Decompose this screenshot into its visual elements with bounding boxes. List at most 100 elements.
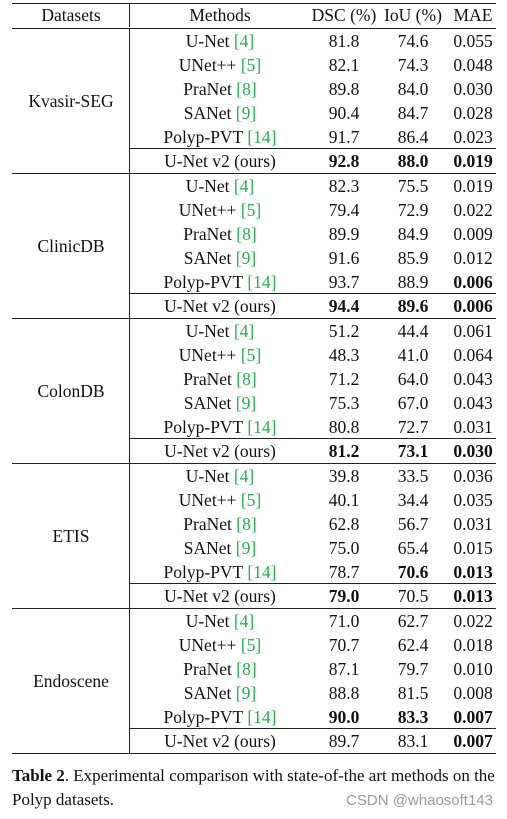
table-row: U-Net v2 (ours) 94.4 89.6 0.006	[12, 294, 496, 318]
citation-link[interactable]: [5]	[236, 55, 262, 75]
citation-number: 9	[241, 103, 251, 123]
citation-link[interactable]: [4]	[229, 176, 255, 196]
citation-link[interactable]: [14]	[242, 417, 277, 437]
method-cell: PraNet [8]	[130, 512, 310, 536]
method-name: PraNet	[183, 79, 232, 99]
citation-number: 9	[241, 393, 251, 413]
method-cell: U-Net [4]	[130, 609, 310, 633]
method-cell: U-Net v2 (ours)	[130, 584, 310, 608]
citation-link[interactable]: [14]	[242, 562, 277, 582]
citation-link[interactable]: [8]	[231, 659, 257, 679]
citation-link[interactable]: [14]	[242, 707, 277, 727]
table-row: UNet++ [5] 79.4 72.9 0.022	[12, 198, 496, 222]
dsc-value: 40.1	[328, 490, 360, 510]
table-row: Polyp-PVT [14] 78.7 70.6 0.013	[12, 560, 496, 584]
dsc-value: 75.0	[328, 538, 360, 558]
dsc-value: 51.2	[328, 321, 360, 341]
table-row: U-Net [4] 82.3 75.5 0.019	[12, 174, 496, 198]
citation-number: 5	[246, 55, 256, 75]
table-row: Polyp-PVT [14] 93.7 88.9 0.006	[12, 270, 496, 294]
iou-value: 56.7	[397, 514, 429, 534]
citation-link[interactable]: [8]	[231, 369, 257, 389]
dataset-name: ClinicDB	[37, 236, 105, 256]
citation-number: 4	[239, 466, 249, 486]
mae-value: 0.008	[453, 683, 493, 703]
mae-value: 0.019	[453, 151, 493, 171]
method-name: UNet++	[178, 200, 237, 220]
dsc-value: 94.4	[328, 296, 360, 316]
iou-value: 72.7	[397, 417, 429, 437]
table-row: U-Net [4] 81.8 74.6 0.055	[12, 29, 496, 53]
iou-value: 65.4	[397, 538, 429, 558]
dsc-value: 82.3	[328, 176, 360, 196]
citation-link[interactable]: [4]	[229, 31, 255, 51]
method-cell: UNet++ [5]	[130, 198, 310, 222]
method-name: SANet	[183, 393, 232, 413]
mae-value: 0.013	[453, 586, 493, 606]
method-name: U-Net v2 (ours)	[164, 441, 276, 461]
citation-number: 8	[242, 659, 251, 679]
citation-link[interactable]: [9]	[231, 248, 257, 268]
citation-number: 14	[253, 417, 271, 437]
citation-link[interactable]: [14]	[242, 127, 277, 147]
caption-text: . Experimental comparison with state-of-…	[12, 766, 495, 809]
table-row: SANet [9] 91.6 85.9 0.012	[12, 246, 496, 270]
table-row: UNet++ [5] 70.7 62.4 0.018	[12, 633, 496, 657]
dataset-name: Endoscene	[33, 671, 109, 691]
ours-rule	[130, 148, 496, 149]
citation-link[interactable]: [8]	[231, 224, 257, 244]
results-table: Datasets Methods DSC (%) IoU (%) MAE Kva…	[12, 0, 496, 755]
method-name: PraNet	[183, 514, 232, 534]
iou-value: 74.3	[397, 55, 429, 75]
method-cell: UNet++ [5]	[130, 633, 310, 657]
table-row: PraNet [8] 71.2 64.0 0.043	[12, 367, 496, 391]
citation-number: 9	[241, 683, 251, 703]
citation-number: 4	[239, 176, 249, 196]
citation-link[interactable]: [9]	[231, 103, 257, 123]
dsc-value: 48.3	[328, 345, 360, 365]
header-dsc: DSC (%)	[311, 5, 377, 25]
citation-link[interactable]: [14]	[242, 272, 277, 292]
dsc-value: 90.0	[328, 707, 360, 727]
method-name: U-Net v2 (ours)	[164, 296, 276, 316]
citation-link[interactable]: [5]	[236, 345, 262, 365]
method-cell: PraNet [8]	[130, 222, 310, 246]
citation-link[interactable]: [5]	[236, 200, 262, 220]
iou-value: 85.9	[397, 248, 429, 268]
dsc-value: 79.4	[328, 200, 360, 220]
citation-number: 9	[241, 538, 251, 558]
citation-link[interactable]: [8]	[231, 79, 257, 99]
method-cell: Polyp-PVT [14]	[130, 415, 310, 439]
citation-link[interactable]: [9]	[231, 393, 257, 413]
method-cell: U-Net v2 (ours)	[130, 149, 310, 173]
citation-link[interactable]: [8]	[231, 514, 257, 534]
table-row: UNet++ [5] 82.1 74.3 0.048	[12, 53, 496, 77]
dsc-value: 70.7	[328, 635, 360, 655]
method-cell: Polyp-PVT [14]	[130, 270, 310, 294]
citation-link[interactable]: [5]	[236, 635, 262, 655]
table-row: Polyp-PVT [14] 91.7 86.4 0.023	[12, 125, 496, 149]
citation-link[interactable]: [4]	[229, 611, 255, 631]
method-name: Polyp-PVT	[163, 417, 243, 437]
header-methods: Methods	[189, 5, 251, 25]
citation-link[interactable]: [9]	[231, 538, 257, 558]
method-cell: U-Net v2 (ours)	[130, 439, 310, 463]
mae-value: 0.061	[453, 321, 493, 341]
iou-value: 79.7	[397, 659, 429, 679]
citation-link[interactable]: [9]	[231, 683, 257, 703]
dsc-value: 89.9	[328, 224, 360, 244]
caption-label: Table 2	[12, 766, 65, 785]
citation-link[interactable]: [4]	[229, 466, 255, 486]
citation-link[interactable]: [4]	[229, 321, 255, 341]
dsc-value: 87.1	[328, 659, 360, 679]
citation-number: 14	[253, 707, 271, 727]
method-cell: U-Net [4]	[130, 319, 310, 343]
table-row: U-Net v2 (ours) 92.8 88.0 0.019	[12, 149, 496, 173]
dsc-value: 39.8	[328, 466, 360, 486]
citation-link[interactable]: [5]	[236, 490, 262, 510]
table-row: Polyp-PVT [14] 90.0 83.3 0.007	[12, 705, 496, 729]
table-row: U-Net [4] 71.0 62.7 0.022	[12, 609, 496, 633]
table-header-row: Datasets Methods DSC (%) IoU (%) MAE	[12, 3, 496, 27]
iou-value: 64.0	[397, 369, 429, 389]
table-row: U-Net v2 (ours) 81.2 73.1 0.030	[12, 439, 496, 463]
